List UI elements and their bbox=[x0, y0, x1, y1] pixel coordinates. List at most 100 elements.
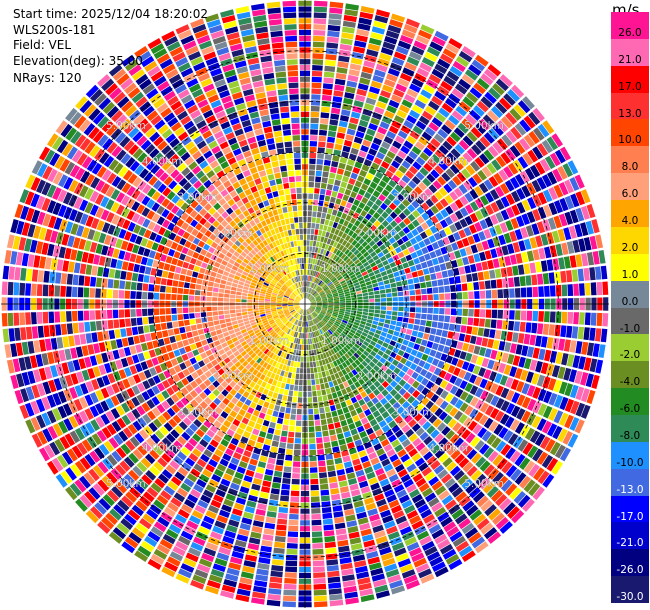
velocity-gate bbox=[325, 148, 333, 155]
velocity-gate bbox=[321, 243, 326, 249]
velocity-gate bbox=[415, 442, 426, 452]
velocity-gate bbox=[283, 319, 288, 324]
velocity-gate bbox=[298, 308, 302, 314]
velocity-gate bbox=[157, 414, 167, 425]
velocity-gate bbox=[207, 316, 213, 322]
velocity-gate bbox=[273, 325, 279, 331]
velocity-gate bbox=[354, 161, 363, 169]
velocity-gate bbox=[438, 411, 448, 421]
velocity-gate bbox=[501, 461, 513, 474]
velocity-gate bbox=[357, 305, 363, 309]
velocity-gate bbox=[225, 318, 231, 323]
velocity-gate bbox=[503, 310, 509, 320]
velocity-gate bbox=[190, 468, 201, 478]
velocity-gate bbox=[412, 219, 420, 228]
velocity-gate bbox=[404, 307, 410, 312]
velocity-gate bbox=[267, 344, 273, 350]
velocity-gate bbox=[267, 427, 275, 434]
velocity-gate bbox=[431, 117, 443, 128]
velocity-gate bbox=[313, 35, 325, 42]
velocity-gate bbox=[491, 289, 498, 299]
velocity-gate bbox=[425, 281, 432, 288]
velocity-gate bbox=[341, 246, 348, 253]
velocity-gate bbox=[373, 220, 381, 228]
velocity-gate bbox=[414, 99, 426, 110]
velocity-gate bbox=[351, 276, 358, 282]
velocity-gate bbox=[76, 442, 88, 456]
velocity-gate bbox=[322, 306, 328, 309]
velocity-gate bbox=[483, 464, 495, 476]
velocity-gate bbox=[291, 324, 295, 330]
velocity-gate bbox=[214, 278, 221, 284]
velocity-gate bbox=[433, 294, 439, 301]
velocity-gate bbox=[310, 326, 313, 332]
velocity-gate bbox=[195, 428, 205, 438]
velocity-gate bbox=[319, 321, 324, 327]
velocity-gate bbox=[366, 471, 376, 480]
velocity-gate bbox=[333, 332, 339, 338]
velocity-gate bbox=[549, 152, 561, 167]
velocity-gate bbox=[268, 319, 275, 324]
velocity-gate bbox=[271, 339, 277, 346]
velocity-gate bbox=[294, 305, 300, 308]
velocity-gate bbox=[542, 376, 551, 389]
velocity-gate bbox=[432, 418, 442, 428]
velocity-gate bbox=[372, 410, 381, 418]
velocity-gate bbox=[529, 164, 541, 178]
velocity-gate bbox=[183, 282, 190, 289]
velocity-gate bbox=[311, 276, 315, 282]
velocity-gate bbox=[335, 249, 341, 256]
velocity-gate bbox=[308, 315, 311, 321]
velocity-gate bbox=[426, 551, 441, 562]
velocity-gate bbox=[293, 304, 300, 306]
velocity-gate bbox=[350, 543, 363, 551]
velocity-gate bbox=[348, 153, 357, 161]
velocity-gate bbox=[402, 226, 411, 234]
velocity-gate bbox=[373, 317, 380, 322]
velocity-gate bbox=[194, 395, 203, 404]
velocity-gate bbox=[282, 306, 288, 309]
velocity-gate bbox=[428, 266, 435, 274]
velocity-gate bbox=[474, 185, 484, 197]
velocity-gate bbox=[118, 348, 126, 358]
velocity-gate bbox=[278, 323, 284, 328]
velocity-gate bbox=[342, 580, 356, 588]
velocity-gate bbox=[321, 94, 332, 101]
velocity-gate bbox=[228, 329, 235, 335]
velocity-gate bbox=[322, 430, 329, 437]
velocity-gate bbox=[259, 298, 265, 301]
velocity-gate bbox=[137, 417, 147, 428]
velocity-gate bbox=[295, 373, 300, 380]
velocity-gate bbox=[308, 294, 312, 300]
velocity-gate bbox=[344, 313, 350, 317]
velocity-gate bbox=[472, 173, 483, 185]
velocity-gate bbox=[350, 246, 357, 253]
velocity-gate bbox=[291, 484, 300, 491]
velocity-gate bbox=[361, 383, 369, 390]
velocity-gate bbox=[386, 468, 397, 478]
velocity-gate bbox=[205, 406, 214, 415]
velocity-gate bbox=[424, 471, 436, 482]
velocity-gate bbox=[376, 448, 385, 457]
velocity-gate bbox=[361, 360, 368, 367]
velocity-gate bbox=[87, 344, 95, 355]
velocity-gate bbox=[221, 342, 228, 348]
velocity-gate bbox=[280, 495, 290, 502]
velocity-gate bbox=[152, 375, 161, 384]
velocity-gate bbox=[233, 384, 241, 392]
velocity-gate bbox=[297, 314, 300, 320]
velocity-gate bbox=[231, 337, 239, 343]
velocity-gate bbox=[246, 548, 259, 557]
velocity-gate bbox=[393, 207, 402, 216]
velocity-gate bbox=[192, 448, 202, 458]
velocity-gate bbox=[298, 332, 302, 339]
velocity-gate bbox=[385, 349, 392, 356]
velocity-gate bbox=[411, 423, 421, 432]
velocity-gate bbox=[292, 467, 300, 473]
velocity-gate bbox=[450, 148, 461, 159]
velocity-gate bbox=[491, 437, 502, 449]
velocity-gate bbox=[364, 191, 372, 200]
velocity-gate bbox=[311, 313, 316, 318]
velocity-gate bbox=[203, 357, 210, 365]
velocity-gate bbox=[308, 294, 312, 300]
